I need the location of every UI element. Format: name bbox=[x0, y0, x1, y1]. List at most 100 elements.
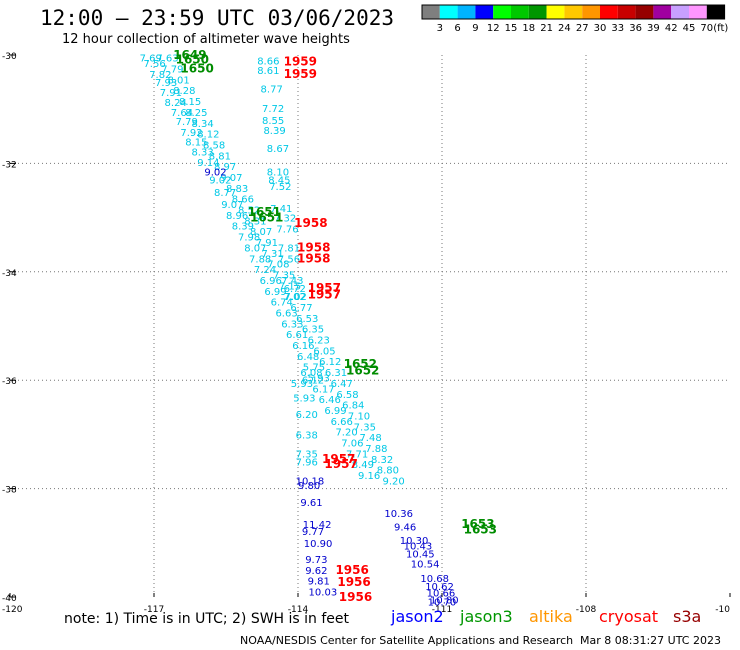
wave-height-label: 5.93 bbox=[293, 394, 315, 405]
wave-height-label: 7.02 bbox=[285, 292, 307, 303]
colorbar-swatch bbox=[600, 5, 618, 19]
wave-height-label: 7.15 bbox=[279, 281, 301, 292]
colorbar-frame bbox=[421, 4, 726, 20]
wave-height-label: 7.69 bbox=[140, 54, 162, 65]
wave-height-label: 7.92 bbox=[180, 128, 202, 139]
y-tick-label: -38 bbox=[2, 486, 17, 496]
wave-height-label: 8.39 bbox=[263, 126, 285, 137]
x-tick-label: -120 bbox=[2, 605, 23, 615]
time-label: 1958 bbox=[297, 240, 330, 254]
wave-height-label: 6.46 bbox=[319, 395, 341, 406]
wave-height-label: 10.45 bbox=[406, 550, 435, 561]
wave-height-label: 8.77 bbox=[214, 188, 236, 199]
wave-height-label: 7.35 bbox=[296, 449, 318, 460]
colorbar-swatch bbox=[439, 5, 458, 19]
legend-jason2: jason2 bbox=[391, 607, 444, 626]
wave-height-label: 6.35 bbox=[302, 325, 324, 336]
wave-height-label: 6.61 bbox=[286, 330, 308, 341]
colorbar-swatch bbox=[493, 5, 511, 19]
wave-height-label: 9.46 bbox=[394, 523, 416, 534]
colorbar-level: 21 bbox=[540, 23, 553, 34]
time-label: 1650 bbox=[180, 62, 213, 76]
wave-height-label: 8.31 bbox=[244, 216, 266, 227]
footer-note: note: 1) Time is in UTC; 2) SWH is in fe… bbox=[64, 611, 350, 627]
time-label: 1959 bbox=[284, 55, 317, 69]
colorbar-level: 70 bbox=[700, 23, 713, 34]
time-label: 1651 bbox=[250, 211, 283, 225]
wave-height-label: 8.45 bbox=[268, 176, 290, 187]
colorbar-level: 36 bbox=[629, 23, 642, 34]
legend-s3a: s3a bbox=[673, 607, 702, 626]
colorbar-level: 39 bbox=[647, 23, 660, 34]
time-label: 1957 bbox=[308, 288, 341, 302]
wave-height-label: 6.84 bbox=[342, 401, 364, 412]
wave-height-label: 7.08 bbox=[267, 260, 289, 271]
colorbar-unit: (ft) bbox=[713, 23, 728, 34]
wave-height-label: 7.56 bbox=[143, 59, 165, 70]
time-label: 1650 bbox=[176, 52, 209, 66]
time-label: 1957 bbox=[324, 457, 357, 471]
wave-height-label: 7.64 bbox=[171, 108, 193, 119]
wave-height-label: 6.38 bbox=[296, 430, 318, 441]
y-tick-label: -40 bbox=[2, 594, 17, 604]
colorbar-level: 30 bbox=[594, 23, 607, 34]
wave-height-label: 10.62 bbox=[425, 582, 454, 593]
wave-height-label: 9.81 bbox=[308, 577, 330, 588]
time-label: 1957 bbox=[308, 281, 341, 295]
time-label: 1956 bbox=[335, 563, 368, 577]
colorbar-swatch bbox=[475, 5, 494, 19]
wave-height-label: 6.58 bbox=[336, 390, 358, 401]
time-label: 1956 bbox=[339, 590, 372, 604]
legend-jason3: jason3 bbox=[460, 607, 513, 626]
colorbar-swatch bbox=[511, 5, 529, 19]
wave-height-label: 7.88 bbox=[249, 254, 271, 265]
time-label: 1653 bbox=[464, 522, 497, 536]
wave-height-label: 10.43 bbox=[404, 542, 433, 553]
wave-height-label: 6.74 bbox=[271, 298, 293, 309]
time-label: 1958 bbox=[294, 216, 327, 230]
time-label: 1653 bbox=[461, 517, 494, 531]
wave-height-label: 6.66 bbox=[331, 417, 353, 428]
wave-height-label: 9.80 bbox=[298, 481, 320, 492]
wave-height-label: 8.24 bbox=[165, 98, 187, 109]
footer-credit: NOAA/NESDIS Center for Satellite Applica… bbox=[240, 634, 574, 647]
wave-height-label: 7.91 bbox=[160, 88, 182, 99]
wave-height-label: 6.96 bbox=[260, 276, 282, 287]
time-label: 1651 bbox=[248, 205, 281, 219]
wave-height-label: 8.66 bbox=[257, 56, 279, 67]
wave-height-label: 8.15 bbox=[179, 97, 201, 108]
wave-height-label: 6.16 bbox=[292, 341, 314, 352]
x-tick-label: -10 bbox=[715, 605, 730, 615]
wave-height-label: 7.24 bbox=[254, 265, 276, 276]
wave-height-label: 6.08 bbox=[300, 368, 322, 379]
wave-height-label: 9.20 bbox=[382, 476, 404, 487]
wave-height-label: 9.14 bbox=[197, 158, 219, 169]
wave-height-label: 5.75 bbox=[303, 363, 325, 374]
wave-height-label: 7.32 bbox=[274, 214, 296, 225]
wave-height-label: 6.99 bbox=[324, 406, 346, 417]
wave-height-label: 8.12 bbox=[197, 130, 219, 141]
wave-height-label: 11.42 bbox=[303, 520, 332, 531]
wave-height-label: 7.98 bbox=[238, 233, 260, 244]
wave-height-label: 10.80 bbox=[430, 596, 459, 607]
wave-height-label: 8.96 bbox=[226, 211, 248, 222]
wave-height-label: 8.15 bbox=[185, 138, 207, 149]
wave-height-label: 8.67 bbox=[267, 144, 289, 155]
wave-height-label: 9.62 bbox=[305, 566, 327, 577]
colorbar-swatch bbox=[422, 5, 440, 19]
wave-height-label: 8.01 bbox=[167, 75, 189, 86]
wave-height-label: 8.80 bbox=[377, 466, 399, 477]
colorbar-level: 15 bbox=[505, 23, 518, 34]
colorbar-level: 27 bbox=[576, 23, 589, 34]
wave-height-label: 9.07 bbox=[221, 200, 243, 211]
wave-height-label: 7.63 bbox=[156, 54, 178, 65]
wave-height-label: 8.83 bbox=[226, 184, 248, 195]
wave-height-label: 9.02 bbox=[209, 176, 231, 187]
wave-height-label: 10.03 bbox=[309, 588, 338, 599]
wave-height-label: 8.66 bbox=[232, 195, 254, 206]
wave-height-label: 9.02 bbox=[204, 168, 226, 179]
wave-height-label: 6.20 bbox=[296, 410, 318, 421]
time-label: 1652 bbox=[344, 357, 377, 371]
wave-height-label: 7.41 bbox=[270, 204, 292, 215]
